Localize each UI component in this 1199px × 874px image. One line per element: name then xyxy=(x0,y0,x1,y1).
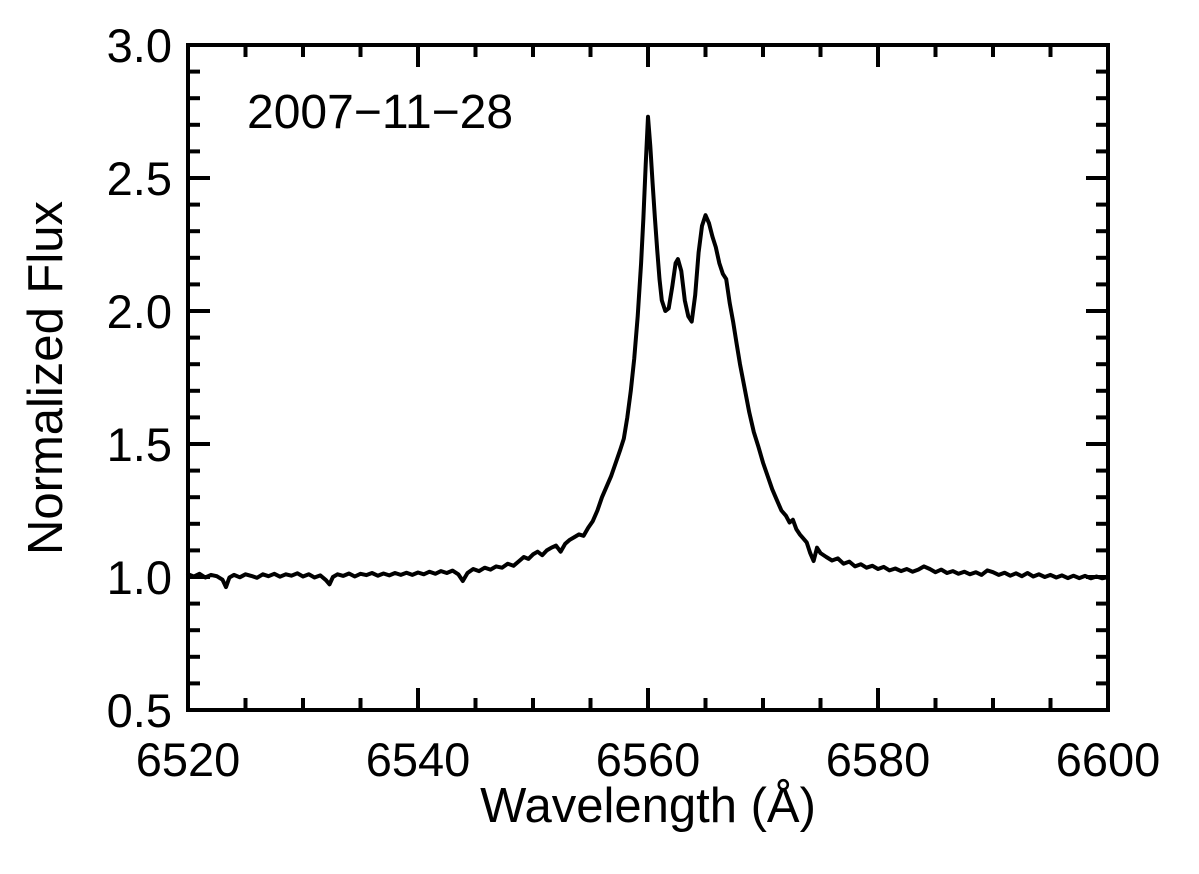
spectrum-line xyxy=(186,114,1110,590)
spectrum-series xyxy=(186,114,1110,590)
y-tick-label: 1.5 xyxy=(107,418,172,471)
y-tick-label: 2.5 xyxy=(107,152,172,205)
x-tick-label: 6580 xyxy=(826,733,931,786)
date-annotation: 2007−11−28 xyxy=(247,86,513,139)
x-axis-label: Wavelength (Å) xyxy=(480,779,816,833)
y-tick-label: 2.0 xyxy=(107,285,172,338)
y-tick-label: 3.0 xyxy=(107,19,172,72)
axis-tick-labels: 6520 6540 6560 6580 6600 0.5 1.0 1.5 2.0 2.5 3.0 xyxy=(107,19,1161,786)
y-axis-label: Normalized Flux xyxy=(19,201,73,555)
x-tick-label: 6520 xyxy=(136,733,241,786)
y-tick-label: 0.5 xyxy=(107,684,172,737)
x-tick-label: 6600 xyxy=(1056,733,1161,786)
x-tick-label: 6560 xyxy=(596,733,701,786)
x-tick-label: 6540 xyxy=(366,733,471,786)
y-tick-label: 1.0 xyxy=(107,551,172,604)
